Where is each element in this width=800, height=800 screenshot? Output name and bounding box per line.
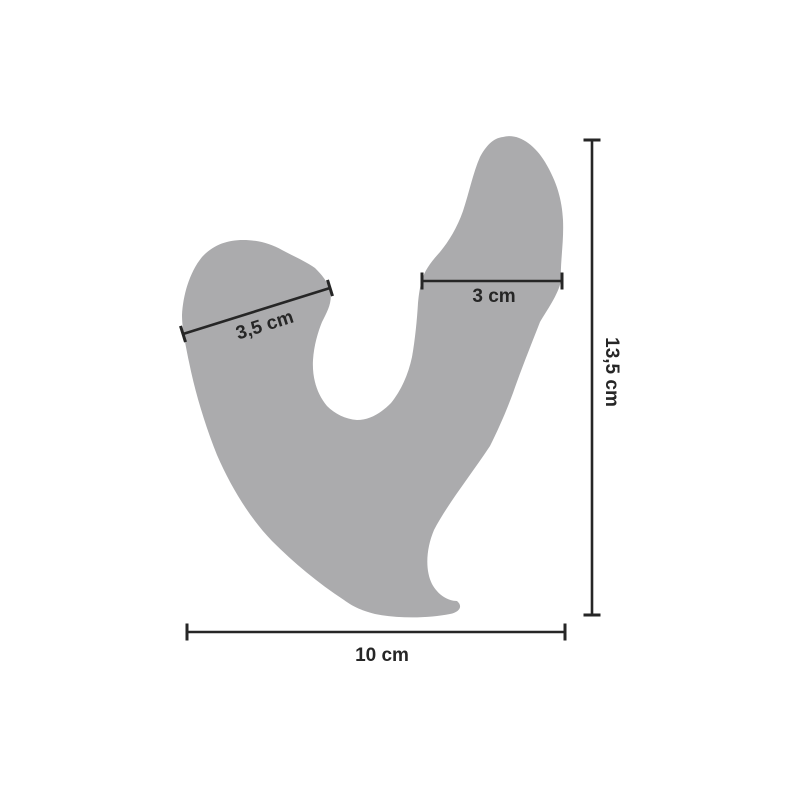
measurement-label-overall-width: 10 cm (355, 645, 409, 666)
product-silhouette (182, 136, 564, 618)
dimension-line-overall-width (185, 623, 567, 641)
dimension-line-left-arm-width (179, 279, 334, 343)
dimension-line-right-arm-width (420, 272, 564, 290)
measurement-label-right-arm-width: 3 cm (472, 286, 516, 307)
measurement-label-overall-height: 13,5 cm (601, 337, 622, 407)
dimension-line-overall-height (583, 138, 601, 617)
